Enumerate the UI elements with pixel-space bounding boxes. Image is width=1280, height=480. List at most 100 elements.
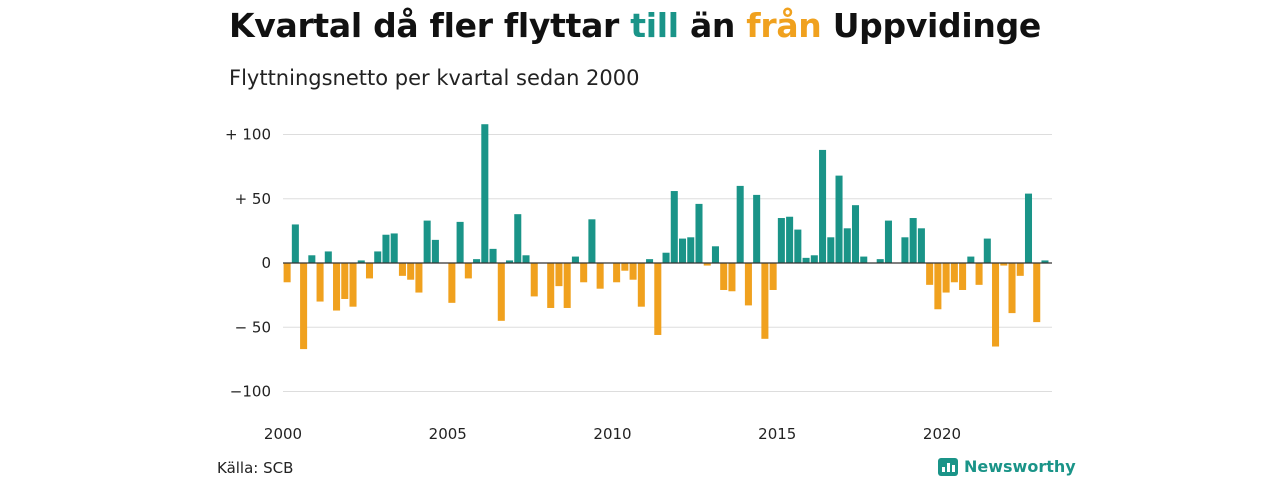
bar [975,263,983,285]
bar [728,263,736,292]
y-tick-label: 0 [261,254,271,272]
bar [547,263,555,308]
bar [695,203,703,263]
bar [851,205,860,263]
bar [481,124,489,263]
bar [596,263,604,289]
bar [1000,263,1008,266]
bar [819,149,827,263]
x-tick-label: 2010 [593,425,631,443]
title-till: till [630,6,679,45]
bar [662,252,670,263]
bar [341,263,349,299]
bar [786,216,794,263]
bar [497,263,505,321]
title-fran: från [746,6,822,45]
bar [992,263,1000,347]
x-tick-label: 2000 [264,425,302,443]
y-tick-label: + 50 [235,190,271,208]
bar [398,263,406,276]
bar [983,238,991,263]
bar [901,237,909,263]
title-part-3: Uppvidinge [821,6,1042,45]
bar [613,263,621,283]
newsworthy-logo-icon [938,457,958,476]
bar [571,256,579,263]
bar [514,214,522,263]
bar [654,263,662,335]
chart-subtitle: Flyttningsnetto per kvartal sedan 2000 [229,66,640,90]
bar [291,224,299,263]
bar [473,259,481,263]
bar [431,239,439,263]
bar [349,263,357,307]
bar [736,185,744,263]
x-tick-label: 2015 [758,425,796,443]
bar [563,263,571,308]
y-tick-label: + 100 [225,126,271,144]
bar [1041,260,1049,263]
brand-name: Newsworthy [964,457,1076,476]
title-part-2: än [678,6,747,45]
bar [1008,263,1016,314]
bar [835,175,843,263]
bar [407,263,415,280]
bar [530,263,538,297]
bar [522,255,530,263]
bar [703,263,711,266]
bar [959,263,967,290]
bar [794,229,802,263]
bar [464,263,472,279]
bar [753,194,761,263]
bar [687,237,695,263]
bar [1033,263,1041,323]
bar [316,263,324,302]
bar [300,263,308,350]
bar [802,257,810,263]
bar [382,234,390,263]
bar [876,259,884,263]
bar [283,263,291,283]
bar [308,255,316,263]
bar [761,263,769,339]
bar [637,263,645,307]
bar [843,228,851,263]
bar [942,263,950,293]
x-tick-label: 2005 [429,425,467,443]
title-part-1: Kvartal då fler flyttar [229,6,631,45]
chart-title: Kvartal då fler flyttar till än från Upp… [229,6,1041,45]
bar [917,228,925,263]
bar [365,263,374,279]
bar [744,263,752,306]
source-label: Källa: SCB [217,459,294,477]
bar [448,263,456,303]
bar [827,237,835,263]
bar [646,259,654,263]
bar [950,263,958,283]
y-tick-label: − 50 [235,318,271,336]
bar [456,221,464,263]
bar [506,260,514,263]
bar [580,263,588,283]
bar [374,251,382,263]
bar [423,220,431,263]
bar [1024,193,1033,263]
bar [390,233,398,263]
bar [769,263,777,290]
bar [909,218,917,263]
bar [860,256,868,263]
x-tick-label: 2020 [923,425,961,443]
bar [588,219,596,263]
bar [357,260,365,263]
bar [621,263,629,271]
bar [810,255,818,263]
bar [720,263,728,290]
bar [1016,263,1024,276]
bar [934,263,942,310]
y-tick-label: −100 [230,383,271,401]
bar [711,246,719,263]
bar [926,263,934,285]
bar [415,263,423,293]
bar [489,248,497,263]
bar [555,263,563,287]
